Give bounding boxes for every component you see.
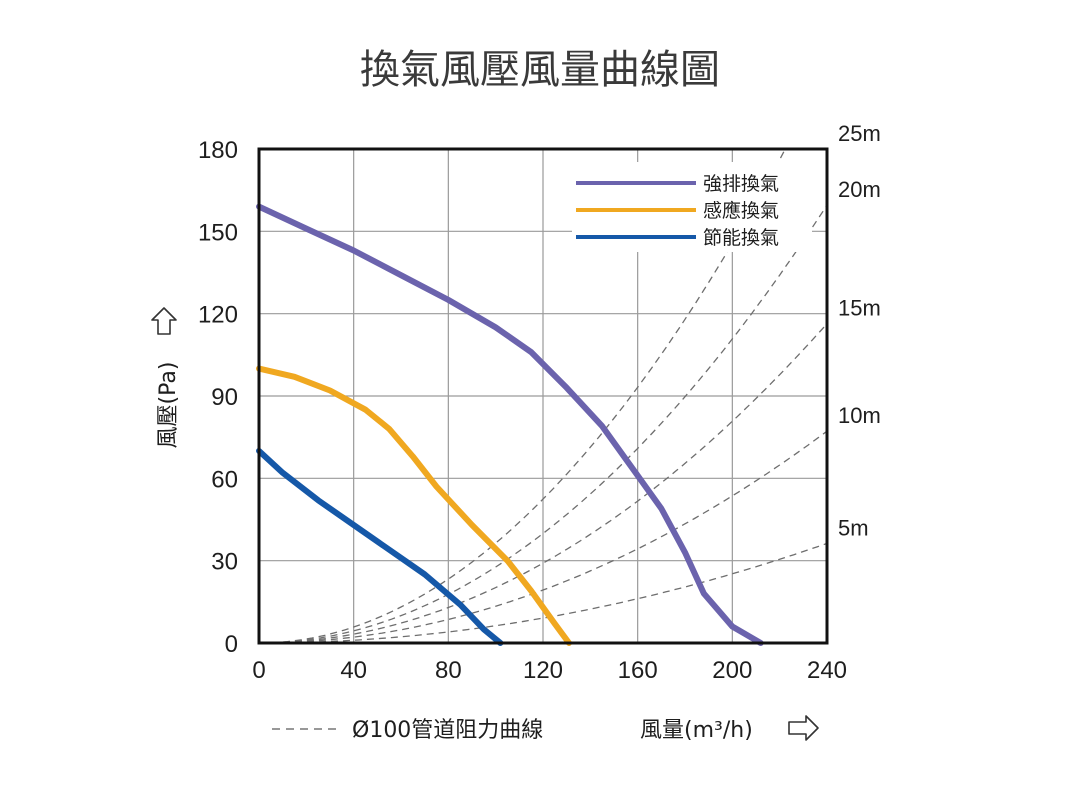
x-tick-label-5: 200 <box>712 657 752 684</box>
y-tick-label-2: 60 <box>211 466 238 493</box>
resistance-curve-25m <box>259 150 785 644</box>
resistance-curve-20m <box>259 204 828 644</box>
up-arrow-icon <box>151 307 177 335</box>
resistance-curves <box>259 150 828 644</box>
x-tick-label-4: 160 <box>618 657 658 684</box>
resistance-legend-label: Ø100管道阻力曲線 <box>352 718 543 743</box>
plot-frame <box>257 147 829 645</box>
legend: 強排換氣 感應換氣 節能換氣 <box>572 162 812 252</box>
legend-label-2: 節能換氣 <box>703 227 779 249</box>
x-axis-title: 風量(m³/h) <box>640 718 753 743</box>
series-line-1 <box>256 365 572 646</box>
x-tick-label-0: 0 <box>252 657 265 684</box>
y-tick-label-1: 30 <box>211 549 238 576</box>
x-tick-label-1: 40 <box>340 657 367 684</box>
resistance-label-5m: 5m <box>838 515 869 540</box>
legend-label-0: 強排換氣 <box>703 173 779 195</box>
y-tick-label-3: 90 <box>211 384 238 411</box>
resistance-label-25m: 25m <box>838 121 881 146</box>
y-tick-label-4: 120 <box>198 302 238 329</box>
resistance-label-20m: 20m <box>838 177 881 202</box>
x-tick-labels: 0 40 80 120 160 200 240 <box>252 657 847 684</box>
y-tick-label-6: 180 <box>198 137 238 164</box>
resistance-label-10m: 10m <box>838 403 881 428</box>
x-tick-label-6: 240 <box>807 657 847 684</box>
resistance-label-15m: 15m <box>838 296 881 321</box>
chart-title: 換氣風壓風量曲線圖 <box>360 47 720 93</box>
y-tick-label-5: 150 <box>198 219 238 246</box>
legend-label-1: 感應換氣 <box>703 199 779 222</box>
resistance-labels: 25m 20m 15m 10m 5m <box>838 121 881 540</box>
y-tick-label-0: 0 <box>225 631 238 658</box>
y-tick-labels: 0 30 60 90 120 150 180 <box>198 137 238 658</box>
series-line-0 <box>256 203 764 646</box>
x-tick-label-3: 120 <box>523 657 563 684</box>
x-tick-label-2: 80 <box>435 657 462 684</box>
resistance-curve-10m <box>259 430 828 644</box>
right-arrow-icon <box>788 715 819 741</box>
y-axis-title: 風壓(Pa) <box>156 362 181 449</box>
series-lines <box>256 203 764 646</box>
series-line-2 <box>256 447 504 646</box>
